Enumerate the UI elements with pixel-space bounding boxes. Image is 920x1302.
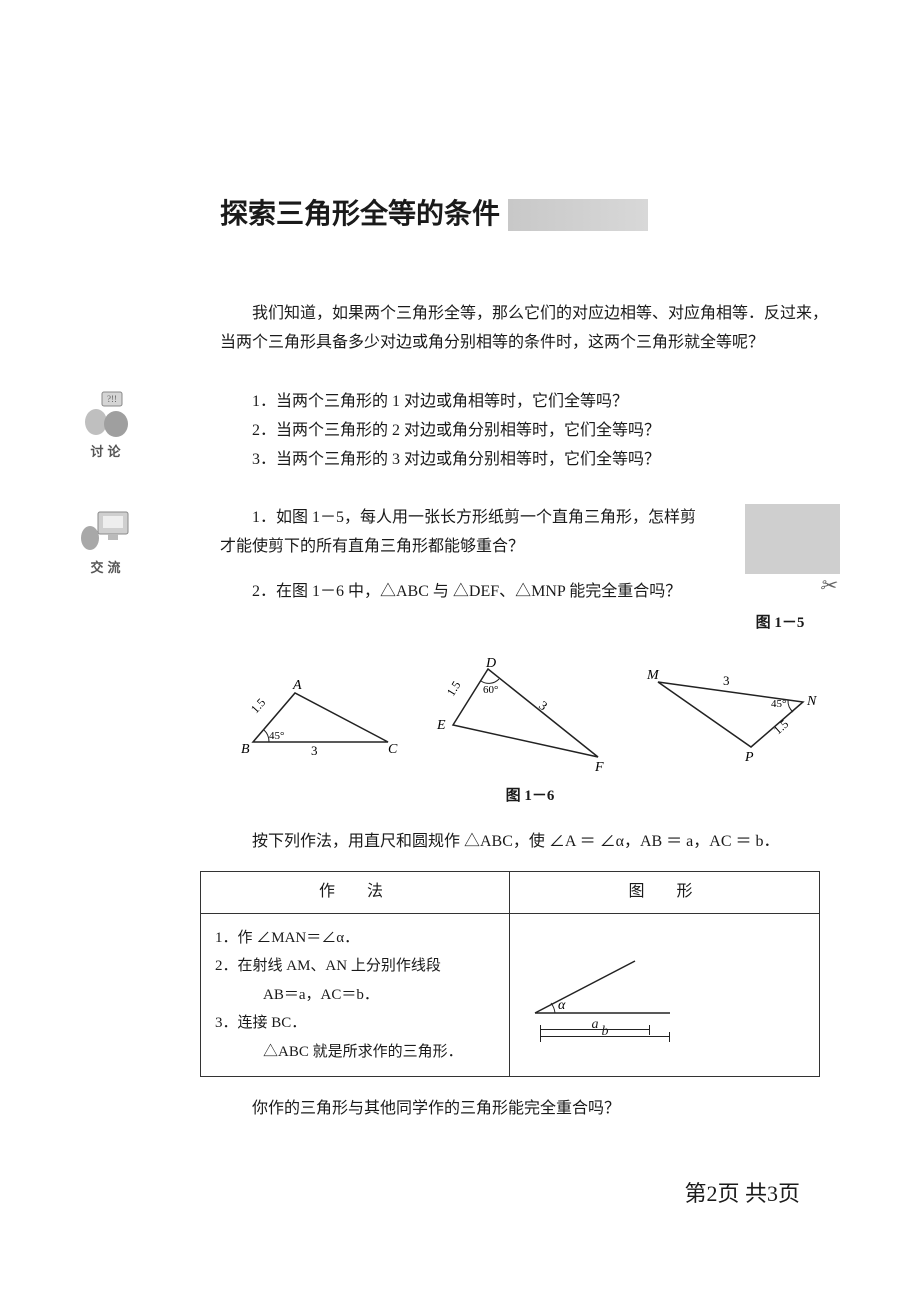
exchange-body: 1．如图 1－5，每人用一张长方形纸剪一个直角三角形，怎样剪才能使剪下的所有直角…	[220, 504, 840, 810]
label-N: N	[806, 694, 817, 709]
title-decorative-bar	[508, 199, 648, 231]
angle-B: 45°	[269, 730, 284, 742]
angle-D: 60°	[483, 684, 498, 696]
angle-alpha-figure: α	[520, 953, 680, 1023]
label-A: A	[292, 678, 302, 693]
label-B: B	[241, 742, 250, 757]
side-AB: 1.5	[247, 696, 267, 717]
exchange-q2: 2．在图 1－6 中，△ABC 与 △DEF、△MNP 能完全重合吗？	[220, 578, 710, 607]
exchange-badge: 交流	[60, 504, 155, 579]
step-3a: 3．连接 BC．	[215, 1009, 495, 1038]
alpha-label: α	[558, 998, 566, 1013]
triangle-mnp: M N P 45° 3 1.5	[643, 657, 828, 762]
label-P: P	[744, 750, 754, 762]
page-number-handwritten: 第2页 共3页	[60, 1174, 840, 1214]
side-NP: 1.5	[770, 717, 791, 737]
page-title: 探索三角形全等的条件	[220, 190, 500, 240]
side-DE: 1.5	[443, 679, 463, 699]
discuss-icon: ?!!	[78, 388, 138, 438]
segment-b: b	[540, 1036, 670, 1037]
exchange-icon	[78, 504, 138, 554]
step-2a: 2．在射线 AM、AN 上分别作线段	[215, 952, 495, 981]
step-1: 1．作 ∠MAN＝∠α．	[215, 924, 495, 953]
table-cell-figure: α a b	[510, 914, 819, 1077]
label-E: E	[436, 718, 446, 733]
side-BC: 3	[311, 743, 318, 758]
discuss-body: 1．当两个三角形的 1 对边或角相等时，它们全等吗？ 2．当两个三角形的 2 对…	[220, 388, 660, 474]
intro-paragraph: 我们知道，如果两个三角形全等，那么它们的对应边相等、对应角相等．反过来，当两个三…	[220, 300, 840, 358]
exchange-badge-label: 交流	[60, 556, 155, 579]
figure-1-6-caption: 图 1－6	[220, 783, 840, 810]
construct-lead: 按下列作法，用直尺和圆规作 △ABC，使 ∠A ＝ ∠α，AB ＝ a，AC ＝…	[220, 828, 840, 857]
side-DF: 3	[536, 698, 550, 714]
step-2b: AB＝a，AC＝b．	[215, 981, 495, 1010]
label-M: M	[646, 668, 660, 683]
figure-1-5-caption: 图 1－5	[720, 610, 840, 637]
step-3b: △ABC 就是所求作的三角形．	[215, 1038, 495, 1067]
exchange-q1: 1．如图 1－5，每人用一张长方形纸剪一个直角三角形，怎样剪才能使剪下的所有直角…	[220, 504, 710, 562]
side-MN: 3	[723, 673, 730, 688]
table-header-figure: 图 形	[510, 872, 819, 913]
discuss-item-3: 3．当两个三角形的 3 对边或角分别相等时，它们全等吗？	[220, 446, 660, 475]
table-header-method: 作 法	[201, 872, 510, 913]
discuss-item-1: 1．当两个三角形的 1 对边或角相等时，它们全等吗？	[220, 388, 660, 417]
closing-question: 你作的三角形与其他同学作的三角形能完全重合吗？	[220, 1095, 840, 1124]
triangle-abc: A B C 45° 1.5 3	[233, 657, 408, 762]
discuss-badge: ?!! 讨论	[60, 388, 155, 463]
discuss-item-2: 2．当两个三角形的 2 对边或角分别相等时，它们全等吗？	[220, 417, 660, 446]
segment-b-label: b	[602, 1019, 609, 1044]
segment-a: a	[540, 1029, 650, 1030]
table-cell-method: 1．作 ∠MAN＝∠α． 2．在射线 AM、AN 上分别作线段 AB＝a，AC＝…	[201, 914, 510, 1077]
figure-1-6: A B C 45° 1.5 3 D E F 60° 1.5 3	[220, 657, 840, 777]
label-C: C	[388, 742, 398, 757]
discuss-badge-label: 讨论	[60, 440, 155, 463]
angle-N: 45°	[771, 698, 786, 710]
label-D: D	[485, 657, 496, 671]
triangle-def: D E F 60° 1.5 3	[433, 657, 618, 777]
figure-1-5: ✂ 图 1－5	[720, 504, 840, 637]
label-F: F	[594, 760, 604, 775]
segment-a-label: a	[592, 1012, 599, 1037]
construct-table: 作 法 图 形 1．作 ∠MAN＝∠α． 2．在射线 AM、AN 上分别作线段 …	[200, 871, 820, 1077]
svg-text:?!!: ?!!	[107, 394, 117, 404]
figure-1-5-paper	[745, 504, 840, 574]
